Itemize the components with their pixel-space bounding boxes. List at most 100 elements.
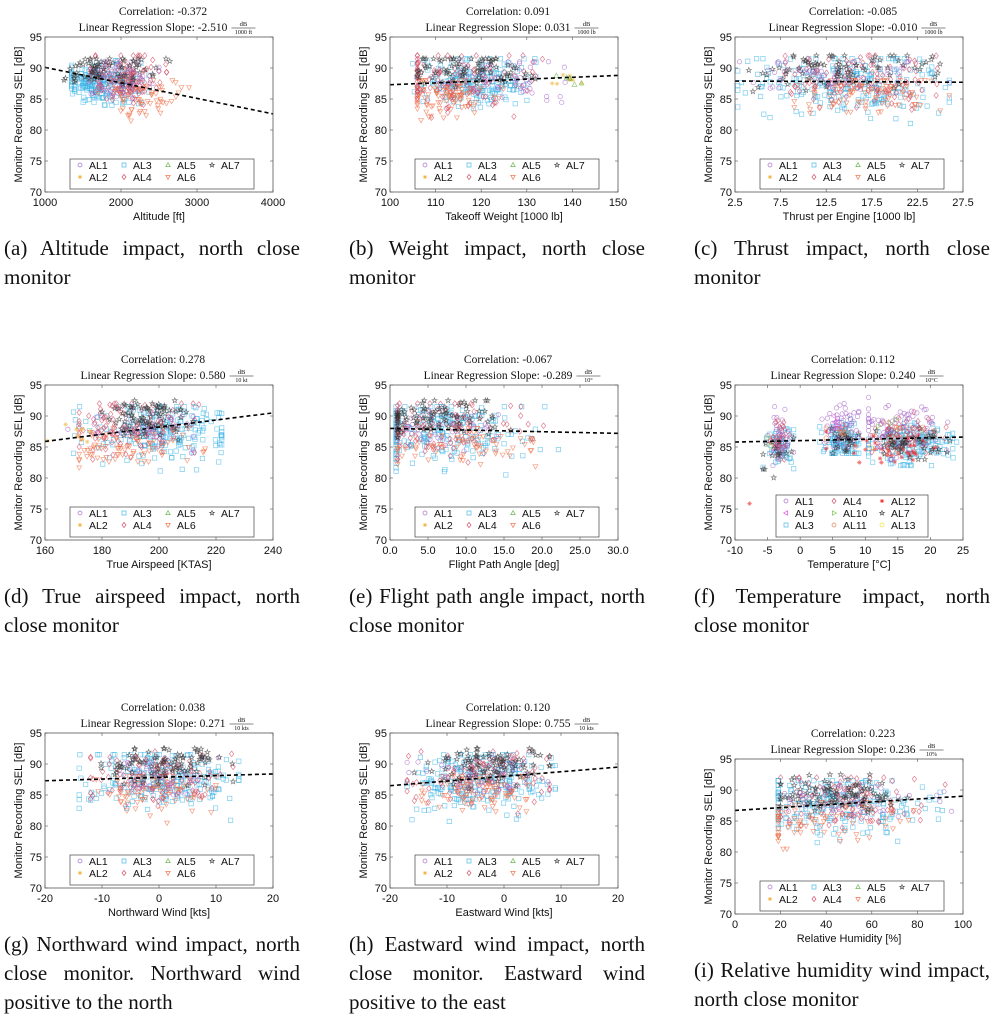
data-point <box>212 786 219 792</box>
data-point <box>141 67 147 75</box>
data-point <box>132 787 138 795</box>
legend-marker-icon <box>121 869 127 877</box>
slope-unit-numerator: dB <box>585 369 593 376</box>
data-point <box>481 65 489 73</box>
data-point <box>441 469 447 475</box>
data-point <box>487 57 495 65</box>
data-point <box>130 451 137 457</box>
data-point <box>887 63 893 71</box>
data-point <box>423 779 429 785</box>
y-tick-label: 80 <box>720 473 732 485</box>
data-point <box>150 795 156 803</box>
data-point <box>414 422 420 430</box>
data-point <box>470 66 477 74</box>
data-point <box>195 430 201 436</box>
data-point <box>393 439 399 445</box>
data-point <box>465 104 472 110</box>
data-point <box>126 416 132 422</box>
data-point <box>843 109 850 116</box>
series-al6 <box>394 426 539 470</box>
data-point <box>449 429 455 435</box>
data-point <box>432 805 438 811</box>
data-point <box>158 84 165 90</box>
data-point <box>549 81 555 86</box>
data-point <box>425 443 431 451</box>
data-point <box>521 82 527 88</box>
legend-marker-icon <box>855 161 861 167</box>
y-tick-label: 95 <box>30 380 42 392</box>
data-point <box>865 412 872 418</box>
legend-marker-icon <box>77 858 83 864</box>
data-point <box>835 423 842 430</box>
data-point <box>440 65 448 73</box>
data-point <box>113 94 119 100</box>
data-point <box>506 52 512 60</box>
data-point <box>431 396 438 404</box>
data-point <box>207 795 213 801</box>
data-point <box>898 94 904 100</box>
data-point <box>898 463 904 469</box>
data-point <box>891 93 898 101</box>
data-point <box>408 415 414 421</box>
data-point <box>160 744 168 752</box>
data-point <box>750 80 756 86</box>
data-point <box>429 443 436 450</box>
data-point <box>113 761 121 768</box>
data-point <box>760 56 766 62</box>
legend-label: AL7 <box>911 160 930 172</box>
data-point <box>228 817 234 823</box>
data-point <box>824 446 829 451</box>
y-tick-label: 85 <box>720 442 732 454</box>
data-point <box>147 813 154 819</box>
data-point <box>900 103 906 109</box>
data-point <box>792 70 798 78</box>
data-point <box>178 85 185 91</box>
legend-label: AL6 <box>867 172 886 184</box>
data-point <box>95 70 103 77</box>
legend-item-al6: AL6 <box>165 868 196 880</box>
data-point <box>459 407 465 413</box>
data-point <box>879 86 886 92</box>
data-point <box>434 404 440 410</box>
data-point <box>435 785 441 791</box>
data-point <box>201 758 209 766</box>
data-point <box>865 417 872 423</box>
data-point <box>485 434 491 440</box>
data-point <box>451 96 458 103</box>
legend-marker-icon <box>165 509 171 515</box>
data-point <box>864 438 870 443</box>
data-point <box>203 411 209 417</box>
x-tick-label: 2.5 <box>727 197 742 209</box>
legend-marker-icon <box>165 175 171 181</box>
data-point <box>491 94 498 101</box>
data-point <box>116 789 123 795</box>
data-point <box>822 83 830 90</box>
legend-label: AL3 <box>133 508 152 520</box>
data-point <box>805 60 813 68</box>
data-point <box>143 113 150 119</box>
data-point <box>763 435 770 442</box>
data-point <box>933 91 939 99</box>
data-point <box>145 748 153 755</box>
data-point <box>423 101 430 108</box>
data-point <box>529 90 535 96</box>
data-point <box>842 405 848 411</box>
data-point <box>412 419 420 427</box>
data-point <box>172 798 179 804</box>
data-point <box>911 420 918 426</box>
data-point <box>884 426 890 433</box>
y-tick-label: 75 <box>720 504 732 516</box>
data-point <box>168 99 175 105</box>
data-point <box>143 405 151 412</box>
data-point <box>90 455 96 463</box>
data-point <box>559 99 565 106</box>
data-point <box>156 431 164 438</box>
data-point <box>848 439 856 447</box>
data-point <box>887 90 893 98</box>
data-point <box>165 783 172 789</box>
data-point <box>394 458 401 465</box>
data-point <box>446 94 453 101</box>
data-point <box>904 450 910 455</box>
data-point <box>772 404 778 410</box>
